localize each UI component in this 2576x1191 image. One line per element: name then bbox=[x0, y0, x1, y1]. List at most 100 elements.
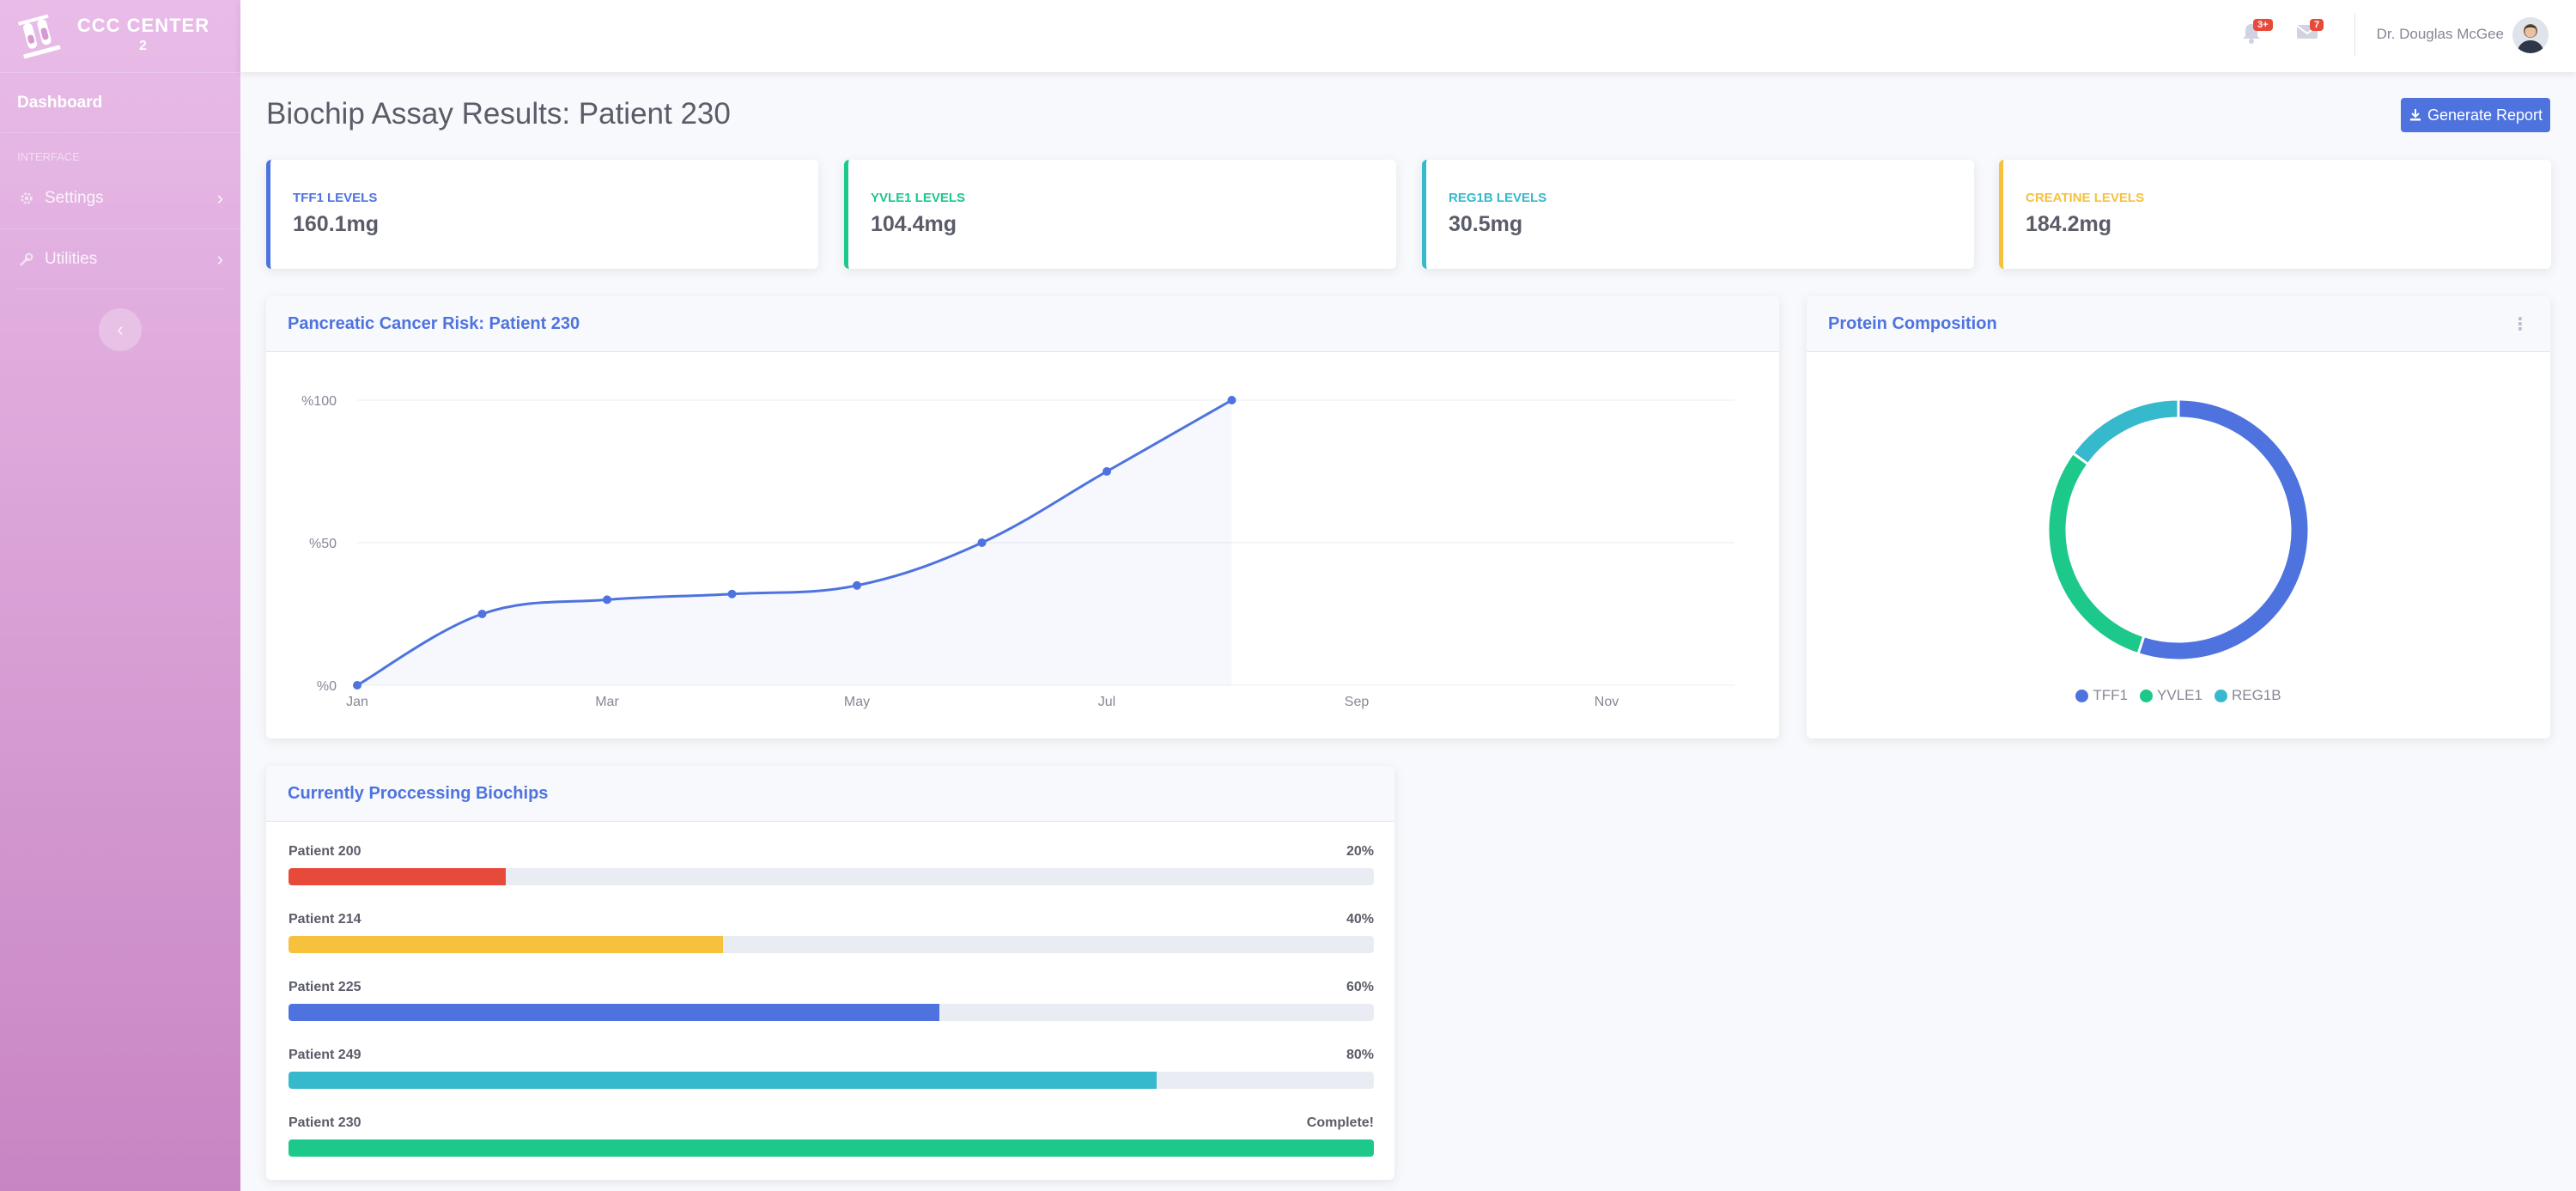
y-tick-label: %100 bbox=[301, 394, 337, 409]
panel-header: Pancreatic Cancer Risk: Patient 230 bbox=[266, 296, 1779, 352]
protein-donut-chart bbox=[2046, 398, 2311, 662]
sidebar: CCC CENTER 2 Dashboard INTERFACE Setting… bbox=[0, 0, 240, 1191]
legend-item-reg1b[interactable]: REG1B bbox=[2214, 687, 2281, 704]
sidebar-item-dashboard[interactable]: Dashboard bbox=[0, 72, 240, 132]
legend-dot bbox=[2075, 689, 2089, 702]
series-line bbox=[356, 398, 1233, 687]
wrench-icon bbox=[17, 250, 36, 269]
stat-label: TFF1 LEVELS bbox=[293, 191, 378, 205]
data-point bbox=[1227, 396, 1236, 404]
legend-dot bbox=[2140, 689, 2154, 702]
chevron-left-icon: ‹ bbox=[117, 319, 124, 340]
sidebar-item-label: Settings bbox=[45, 189, 104, 207]
data-point bbox=[353, 681, 361, 690]
progress-row-patient-214: Patient 214 40% bbox=[289, 912, 1374, 953]
brand[interactable]: CCC CENTER 2 bbox=[0, 0, 240, 72]
data-point bbox=[727, 589, 737, 599]
generate-report-button[interactable]: Generate Report bbox=[2401, 98, 2550, 132]
progress-row-patient-200: Patient 200 20% bbox=[289, 844, 1374, 885]
stat-card-tff1: TFF1 LEVELS 160.1mg bbox=[266, 160, 818, 269]
data-point bbox=[477, 610, 487, 618]
topbar-divider bbox=[2354, 14, 2355, 57]
x-tick-label: Nov bbox=[1595, 695, 1619, 709]
progress-label: Patient 225 bbox=[289, 980, 361, 994]
legend-label: YVLE1 bbox=[2157, 687, 2202, 703]
brand-title: CCC CENTER bbox=[76, 15, 210, 36]
progress-track bbox=[289, 868, 1374, 885]
progress-track bbox=[289, 1072, 1374, 1089]
x-tick-label: May bbox=[844, 695, 870, 709]
stat-value: 30.5mg bbox=[1449, 212, 1523, 236]
data-point bbox=[853, 580, 861, 590]
page-title: Biochip Assay Results: Patient 230 bbox=[266, 97, 731, 131]
stat-card-yvle1: YVLE1 LEVELS 104.4mg bbox=[844, 160, 1396, 269]
alerts-button[interactable]: 3+ bbox=[2241, 19, 2273, 48]
progress-row-patient-230: Patient 230 Complete! bbox=[289, 1115, 1374, 1157]
stat-label: CREATINE LEVELS bbox=[2026, 191, 2145, 205]
stat-value: 104.4mg bbox=[871, 212, 957, 236]
risk-chart-panel: Pancreatic Cancer Risk: Patient 230 %0 %5… bbox=[266, 296, 1779, 738]
user-name[interactable]: Dr. Douglas McGee bbox=[2376, 26, 2504, 42]
progress-label: Patient 230 bbox=[289, 1115, 361, 1130]
processing-panel: Currently Proccessing Biochips Patient 2… bbox=[266, 766, 1394, 1180]
composition-panel: Protein Composition ⋮ TFF1 YVLE1 REG1B bbox=[1807, 296, 2550, 738]
progress-fill bbox=[289, 1139, 1374, 1157]
progress-fill bbox=[289, 1072, 1157, 1089]
stat-label: YVLE1 LEVELS bbox=[871, 191, 966, 205]
progress-track bbox=[289, 1139, 1374, 1157]
progress-value: 80% bbox=[1346, 1048, 1374, 1062]
data-point bbox=[603, 595, 611, 605]
progress-value: 60% bbox=[1346, 980, 1374, 994]
sidebar-item-label: Dashboard bbox=[17, 93, 103, 112]
progress-fill bbox=[289, 936, 723, 953]
panel-title: Pancreatic Cancer Risk: Patient 230 bbox=[288, 313, 580, 333]
generate-report-label: Generate Report bbox=[2427, 106, 2543, 124]
sidebar-toggle-button[interactable]: ‹ bbox=[99, 308, 142, 351]
messages-badge: 7 bbox=[2310, 19, 2324, 31]
gear-icon bbox=[17, 189, 36, 208]
progress-track bbox=[289, 936, 1374, 953]
donut-slice-tff1 bbox=[2136, 398, 2311, 662]
messages-button[interactable]: 7 bbox=[2296, 19, 2324, 48]
legend-item-yvle1[interactable]: YVLE1 bbox=[2140, 687, 2202, 704]
x-tick-label: Jul bbox=[1098, 695, 1115, 709]
more-options-icon[interactable]: ⋮ bbox=[2512, 314, 2529, 334]
donut-slice-yvle1 bbox=[2046, 451, 2146, 656]
x-tick-label: Jan bbox=[346, 695, 368, 709]
x-tick-label: Mar bbox=[595, 695, 619, 709]
legend-dot bbox=[2214, 689, 2227, 702]
sidebar-item-utilities[interactable]: Utilities › bbox=[0, 228, 240, 289]
panel-title: Currently Proccessing Biochips bbox=[288, 783, 549, 803]
brand-name: CCC CENTER 2 bbox=[64, 15, 240, 57]
progress-value: 40% bbox=[1346, 912, 1374, 927]
avatar[interactable] bbox=[2512, 17, 2549, 53]
legend-item-tff1[interactable]: TFF1 bbox=[2075, 687, 2128, 704]
progress-value: Complete! bbox=[1306, 1115, 1374, 1130]
progress-label: Patient 214 bbox=[289, 912, 361, 927]
sidebar-item-label: Utilities bbox=[45, 249, 98, 268]
panel-title: Protein Composition bbox=[1828, 313, 1997, 333]
y-tick-label: %50 bbox=[309, 537, 337, 551]
risk-area-chart: %0 %50 %100 Jan Mar May Jul Sep Nov bbox=[301, 394, 1735, 709]
progress-fill bbox=[289, 868, 506, 885]
y-tick-label: %0 bbox=[317, 679, 337, 694]
stat-card-reg1b: REG1B LEVELS 30.5mg bbox=[1422, 160, 1974, 269]
progress-value: 20% bbox=[1346, 844, 1374, 859]
sidebar-heading: INTERFACE bbox=[0, 132, 240, 168]
test-tubes-logo-icon bbox=[15, 12, 64, 60]
stat-card-creatine: CREATINE LEVELS 184.2mg bbox=[1999, 160, 2551, 269]
stat-label: REG1B LEVELS bbox=[1449, 191, 1547, 205]
progress-label: Patient 249 bbox=[289, 1048, 361, 1062]
brand-subtitle: 2 bbox=[139, 39, 148, 53]
sidebar-item-settings[interactable]: Settings › bbox=[0, 168, 240, 228]
progress-track bbox=[289, 1004, 1374, 1021]
legend-label: REG1B bbox=[2231, 687, 2281, 703]
topbar: 3+ 7 Dr. Douglas McGee bbox=[240, 0, 2576, 72]
panel-header: Protein Composition ⋮ bbox=[1807, 296, 2550, 352]
legend-label: TFF1 bbox=[2093, 687, 2129, 703]
data-point bbox=[977, 538, 987, 547]
area-fill bbox=[357, 400, 1232, 685]
stat-value: 160.1mg bbox=[293, 212, 380, 236]
stat-value: 184.2mg bbox=[2026, 212, 2112, 236]
donut-slice-reg1b bbox=[2070, 398, 2180, 466]
